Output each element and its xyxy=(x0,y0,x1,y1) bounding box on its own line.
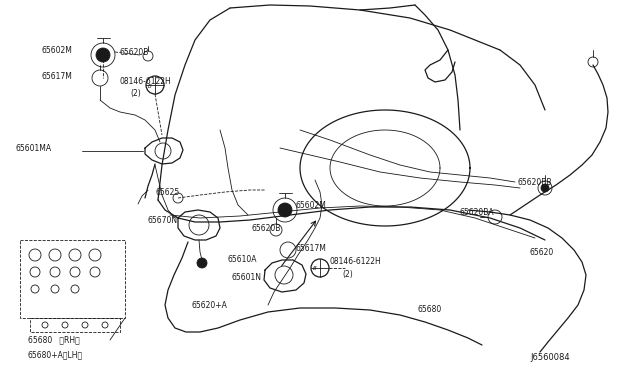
Text: 65670N: 65670N xyxy=(148,215,178,224)
Text: 65610A: 65610A xyxy=(228,256,257,264)
Text: (2): (2) xyxy=(342,270,353,279)
Text: 65617M: 65617M xyxy=(295,244,326,253)
Text: 65620B: 65620B xyxy=(120,48,149,57)
Text: B: B xyxy=(313,266,317,272)
Circle shape xyxy=(197,258,207,268)
Text: (2): (2) xyxy=(130,89,141,97)
Text: 65620BB: 65620BB xyxy=(518,177,552,186)
Text: 65680   〈RH〉: 65680 〈RH〉 xyxy=(28,336,80,344)
Text: B: B xyxy=(148,83,152,89)
Text: 65601MA: 65601MA xyxy=(15,144,51,153)
Bar xyxy=(20,240,125,318)
Text: 65602M: 65602M xyxy=(295,201,326,209)
Text: 65620B: 65620B xyxy=(252,224,282,232)
Text: 65620BA: 65620BA xyxy=(460,208,495,217)
Text: 65680: 65680 xyxy=(418,305,442,314)
Text: 08146-6122H: 08146-6122H xyxy=(120,77,172,86)
Text: 65680+A〈LH〉: 65680+A〈LH〉 xyxy=(28,350,83,359)
Text: J6560084: J6560084 xyxy=(530,353,570,362)
Text: 65620: 65620 xyxy=(530,247,554,257)
Text: 65602M: 65602M xyxy=(42,45,73,55)
Text: 65601N: 65601N xyxy=(232,273,262,282)
Text: 65617M: 65617M xyxy=(42,71,73,80)
Text: 08146-6122H: 08146-6122H xyxy=(330,257,381,266)
Circle shape xyxy=(278,203,292,217)
Circle shape xyxy=(96,48,110,62)
Circle shape xyxy=(541,184,549,192)
Text: 65620+A: 65620+A xyxy=(192,301,228,310)
Bar xyxy=(30,318,120,332)
Text: 65625: 65625 xyxy=(155,187,179,196)
